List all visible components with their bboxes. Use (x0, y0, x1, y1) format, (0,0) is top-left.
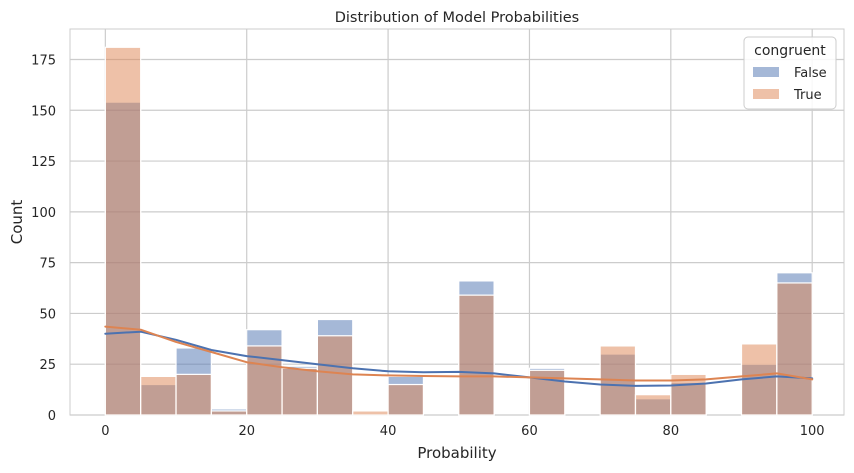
x-tick-label: 80 (663, 424, 680, 439)
x-tick-label: 40 (380, 424, 397, 439)
bar-true-3 (210, 410, 248, 416)
bar-true-5 (281, 367, 318, 416)
y-tick-label: 75 (39, 257, 56, 272)
bar-true-15 (634, 394, 672, 416)
y-tick-labels: 0 25 50 75 100 125 150 175 (31, 53, 56, 424)
x-axis-label: Probability (417, 444, 496, 462)
y-tick-label: 150 (31, 104, 56, 119)
y-tick-label: 0 (48, 409, 56, 424)
bar-true-8 (387, 383, 425, 416)
bar-true-0 (104, 46, 142, 416)
y-axis-label: Count (8, 200, 26, 245)
x-tick-label: 60 (521, 424, 538, 439)
y-tick-label: 25 (39, 358, 56, 373)
bar-true-2 (175, 373, 212, 416)
x-tick-label: 100 (800, 424, 825, 439)
legend-label-true: True (793, 88, 822, 103)
legend: congruent False True (743, 36, 837, 110)
legend-swatch-true (753, 89, 779, 99)
legend-label-false: False (794, 66, 827, 81)
x-tick-label: 20 (238, 424, 255, 439)
kde-line-true (104, 325, 814, 382)
bar-true-19 (776, 282, 813, 416)
legend-swatch-false (753, 67, 779, 77)
y-tick-label: 125 (31, 155, 56, 170)
bar-true-7 (352, 410, 389, 416)
bar-true-1 (140, 375, 177, 416)
chart-title: Distribution of Model Probabilities (335, 10, 580, 26)
y-tick-label: 50 (39, 307, 56, 322)
bar-true-10 (458, 294, 495, 416)
x-tick-label: 0 (101, 424, 109, 439)
bar-true-6 (316, 335, 354, 416)
x-tick-labels: 0 20 40 60 80 100 (101, 424, 824, 439)
y-tick-label: 100 (31, 206, 56, 221)
kde-curves (104, 325, 814, 387)
legend-title: congruent (754, 43, 826, 59)
y-tick-label: 175 (31, 53, 56, 68)
kde-line-false (104, 330, 814, 387)
